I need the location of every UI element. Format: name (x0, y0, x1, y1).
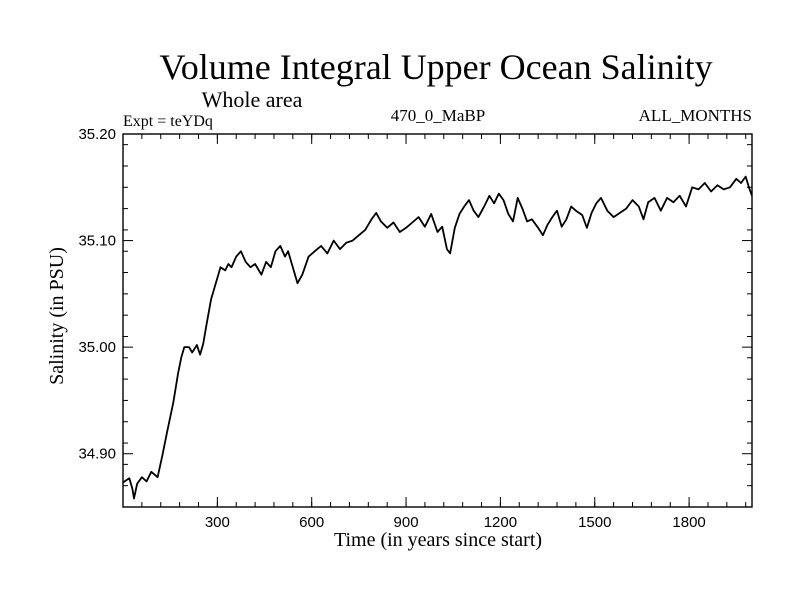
chart-subtitle: Whole area (202, 87, 303, 112)
months-label: ALL_MONTHS (639, 106, 752, 125)
salinity-series-line (122, 175, 753, 500)
y-tick-label: 34.90 (78, 446, 116, 463)
axis-tick-labels: 300 600 900 1200 1500 1800 34.90 35.00 35.10 35.2… (78, 126, 705, 531)
x-axis-label: Time (in years since start) (334, 529, 542, 551)
x-tick-label: 1800 (672, 514, 705, 531)
x-tick-label: 1500 (578, 514, 611, 531)
x-tick-label: 600 (299, 514, 324, 531)
y-tick-label: 35.00 (78, 339, 116, 356)
x-tick-label: 300 (205, 514, 230, 531)
y-tick-label: 35.10 (78, 233, 116, 250)
chart-title: Volume Integral Upper Ocean Salinity (159, 47, 712, 87)
plot-frame (122, 133, 753, 508)
y-axis-label: Salinity (in PSU) (46, 247, 68, 385)
y-tick-label: 35.20 (78, 126, 116, 143)
experiment-label: Expt = teYDq (123, 113, 213, 130)
x-tick-label: 1200 (484, 514, 517, 531)
period-label: 470_0_MaBP (391, 106, 485, 125)
x-tick-label: 900 (394, 514, 419, 531)
